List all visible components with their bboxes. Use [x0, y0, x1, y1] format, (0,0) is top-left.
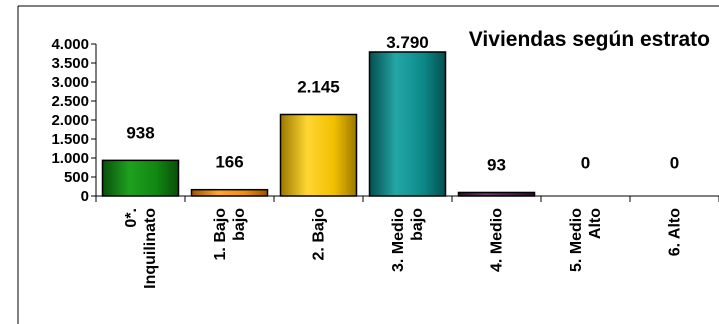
x-axis-labels: 0*. Inquilinato 1. Bajo bajo 2. Bajo 3. Medio… — [123, 208, 684, 289]
x-tick-label: 5. Medio — [568, 208, 585, 272]
x-tick-label: bajo — [231, 208, 248, 241]
x-tick-label: 3. Medio — [390, 208, 407, 272]
data-label: 0 — [670, 153, 679, 172]
x-tick-label: Inquilinato — [142, 208, 159, 289]
bar — [279, 113, 358, 197]
y-tick-label: 3.000 — [51, 74, 89, 91]
x-tick-label: bajo — [409, 208, 426, 241]
data-label: 93 — [487, 155, 506, 174]
bar — [368, 51, 447, 197]
x-tick-label: 2. Bajo — [311, 208, 328, 261]
bar — [101, 159, 180, 197]
data-label: 938 — [126, 123, 154, 142]
bars — [101, 51, 536, 197]
y-tick-label: 3.500 — [51, 55, 89, 72]
y-tick-label: 2.000 — [51, 112, 89, 129]
y-tick-label: 500 — [64, 169, 89, 186]
chart-border — [17, 5, 719, 324]
x-tick-label: Alto — [587, 208, 604, 239]
x-tick-label: 4. Medio — [489, 208, 506, 272]
x-tick-label: 0*. — [123, 208, 140, 228]
y-tick-label: 1.000 — [51, 150, 89, 167]
bar — [457, 191, 536, 197]
x-tick-label: 1. Bajo — [212, 208, 229, 261]
y-tick-label: 4.000 — [51, 36, 89, 53]
y-axis-ticks: 0 500 1.000 1.500 2.000 2.500 3.000 3.500 4.000 — [51, 36, 96, 205]
y-tick-label: 1.500 — [51, 131, 89, 148]
y-tick-label: 0 — [81, 188, 89, 205]
data-label: 3.790 — [386, 33, 429, 52]
x-tick-label: 6. Alto — [667, 208, 684, 257]
y-tick-label: 2.500 — [51, 93, 89, 110]
data-label: 0 — [581, 153, 590, 172]
value-labels: 938 166 2.145 3.790 93 0 0 — [126, 33, 679, 174]
data-label: 166 — [215, 153, 243, 172]
bar — [190, 188, 269, 197]
data-label: 2.145 — [297, 77, 340, 96]
chart-title: Viviendas según estrato — [469, 28, 710, 51]
